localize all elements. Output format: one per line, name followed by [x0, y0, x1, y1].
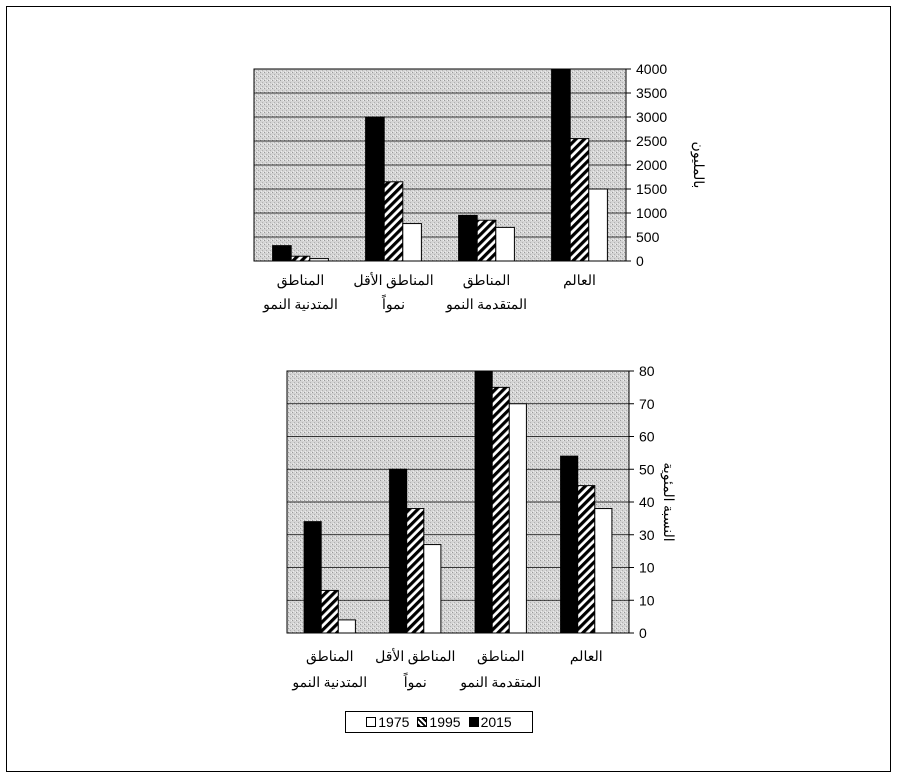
- legend-item-1975: 1975: [366, 714, 409, 730]
- y-tick-label: 10: [639, 592, 655, 608]
- y-axis-title: بالمليون: [690, 142, 705, 189]
- category-label: المتدنية النمو: [291, 676, 367, 691]
- bar-1975: [337, 619, 356, 634]
- y-tick-label: 30: [639, 527, 655, 543]
- bar-2015: [389, 468, 408, 634]
- y-tick-label: 1500: [636, 181, 667, 197]
- bar-1995: [320, 589, 339, 634]
- bar-1975: [508, 403, 527, 634]
- figure-frame: [6, 6, 891, 772]
- bar-1995: [406, 508, 425, 634]
- category-label: المناطق: [306, 650, 354, 665]
- bar-2015: [551, 68, 571, 262]
- bar-2015: [365, 116, 385, 262]
- bar-2015: [560, 455, 579, 634]
- legend-swatch-1995: [417, 717, 428, 727]
- bar-1995: [569, 138, 590, 262]
- category-label: المتدنية النمو: [262, 298, 338, 313]
- bar-1995: [383, 181, 404, 262]
- y-tick-label: 80: [639, 363, 655, 379]
- bar-2015: [474, 370, 493, 634]
- category-label: المناطق: [463, 274, 511, 289]
- bar-1975: [495, 226, 515, 262]
- y-tick-label: 3500: [636, 85, 667, 101]
- y-axis-title: النسبة المئوية: [660, 462, 675, 541]
- y-tick-label: 3000: [636, 109, 667, 125]
- legend-item-1995: 1995: [417, 714, 461, 730]
- bar-1975: [594, 508, 613, 634]
- bar-1995: [491, 386, 510, 634]
- legend-label-1975: 1975: [378, 714, 410, 730]
- legend: 1975 1995 2015: [345, 711, 533, 733]
- legend-swatch-1975: [366, 717, 377, 727]
- chart-percentage: 0 10 10 30 40 50 60 70 80 المناطق المتدنية النمو ال…: [286, 363, 675, 691]
- bar-1995: [290, 255, 311, 262]
- category-label: المتقدمة النمو: [459, 676, 541, 691]
- chart-population: 0 500 1000 1500 2000 2500 3000 3500 4000 المناطق ا…: [253, 61, 705, 313]
- bar-1975: [402, 223, 422, 262]
- bar-1975: [588, 188, 608, 262]
- category-label: العالم: [570, 650, 603, 665]
- y-tick-label: 1000: [636, 205, 667, 221]
- category-label: المناطق: [477, 650, 525, 665]
- y-tick-label: 70: [639, 396, 655, 412]
- y-tick-label: 0: [639, 625, 647, 641]
- y-tick-label: 10: [639, 560, 655, 576]
- legend-label-2015: 2015: [480, 714, 512, 730]
- bar-2015: [272, 245, 292, 262]
- category-label: المتقدمة النمو: [445, 298, 527, 313]
- y-tick-label: 2500: [636, 133, 667, 149]
- y-tick-label: 500: [636, 229, 660, 245]
- y-tick-label: 50: [639, 461, 655, 477]
- y-tick-label: 60: [639, 429, 655, 445]
- bar-1995: [476, 219, 497, 262]
- category-label: نمواً: [381, 294, 405, 313]
- bar-2015: [458, 214, 478, 262]
- y-tick-label: 0: [636, 253, 644, 269]
- legend-swatch-2015: [468, 717, 479, 727]
- category-label: نمواً: [403, 672, 427, 691]
- category-label: المناطق الأقل: [375, 647, 455, 665]
- bar-2015: [303, 521, 322, 634]
- legend-item-2015: 2015: [468, 714, 512, 730]
- legend-label-1995: 1995: [429, 714, 461, 730]
- y-tick-label: 2000: [636, 157, 667, 173]
- category-label: المناطق الأقل: [353, 271, 433, 289]
- bar-1995: [577, 485, 596, 634]
- category-label: المناطق: [277, 274, 325, 289]
- bar-1975: [423, 544, 442, 634]
- y-tick-label: 4000: [636, 61, 667, 77]
- category-label: العالم: [563, 274, 596, 289]
- y-tick-label: 40: [639, 494, 655, 510]
- bar-1975: [309, 258, 329, 262]
